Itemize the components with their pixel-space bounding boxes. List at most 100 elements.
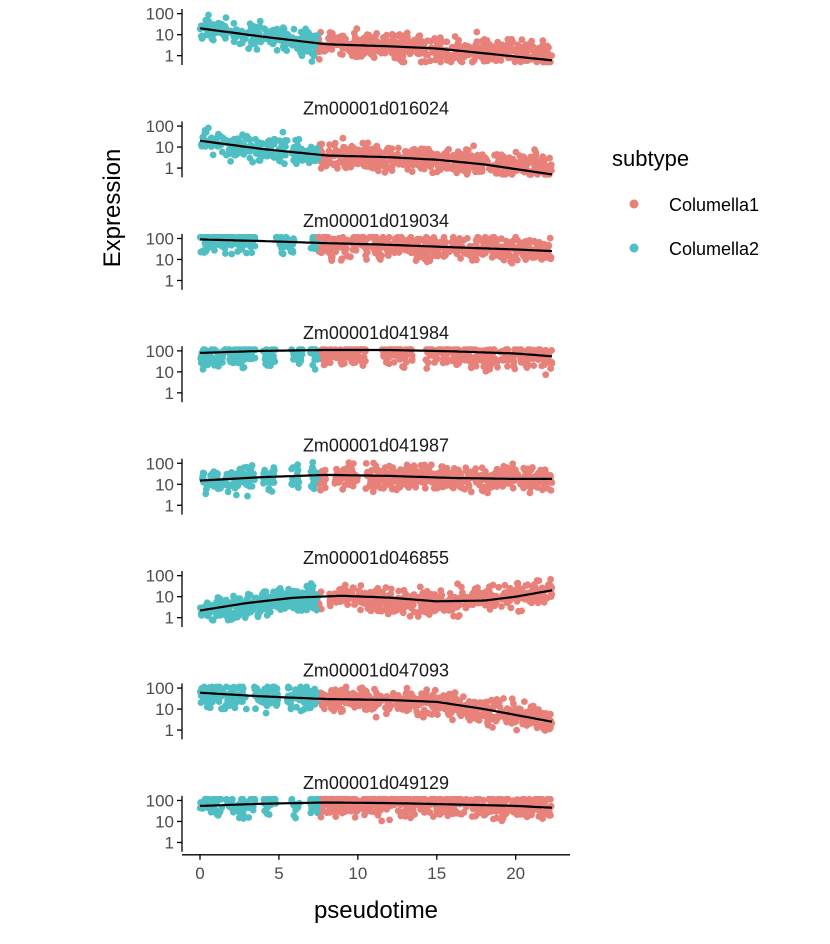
point-columella1	[433, 40, 441, 48]
point-columella1	[363, 256, 370, 263]
point-columella1	[356, 685, 364, 693]
point-columella1	[451, 33, 459, 40]
point-columella1	[486, 484, 494, 492]
point-columella2	[257, 698, 264, 705]
point-columella1	[334, 598, 341, 605]
point-columella1	[455, 236, 463, 244]
point-columella1	[357, 606, 364, 614]
point-columella1	[539, 37, 547, 44]
point-columella2	[260, 588, 268, 595]
point-columella1	[500, 256, 508, 264]
point-columella2	[227, 233, 235, 241]
y-tick-label: 10	[155, 26, 174, 45]
y-tick-label: 10	[155, 700, 174, 719]
scatter-points	[196, 233, 555, 267]
point-columella1	[507, 604, 515, 612]
point-columella2	[197, 248, 205, 256]
point-columella2	[270, 683, 278, 691]
point-columella1	[349, 468, 356, 476]
point-columella1	[518, 476, 526, 484]
point-columella2	[261, 25, 269, 33]
point-columella1	[535, 238, 543, 246]
point-columella1	[501, 469, 509, 477]
point-columella1	[385, 150, 393, 158]
point-columella1	[372, 713, 380, 721]
point-columella1	[520, 238, 528, 246]
point-columella1	[443, 694, 451, 702]
point-columella1	[399, 52, 407, 60]
point-columella1	[451, 689, 459, 697]
point-columella1	[446, 51, 454, 59]
point-columella1	[370, 48, 378, 56]
point-columella2	[311, 35, 319, 43]
point-columella1	[532, 151, 540, 159]
point-columella2	[202, 354, 210, 362]
point-columella1	[341, 144, 348, 151]
point-columella2	[226, 482, 234, 490]
point-columella1	[361, 157, 369, 165]
point-columella1	[401, 354, 408, 361]
point-columella2	[282, 241, 290, 249]
point-columella2	[295, 360, 303, 367]
point-columella1	[329, 242, 336, 250]
point-columella2	[234, 613, 242, 621]
point-columella1	[525, 469, 532, 476]
point-columella1	[440, 50, 448, 58]
point-columella1	[396, 31, 404, 38]
point-columella1	[496, 703, 504, 711]
point-columella2	[203, 703, 211, 711]
scatter-points	[196, 576, 556, 624]
point-columella1	[380, 34, 387, 41]
point-columella1	[318, 140, 326, 148]
point-columella2	[244, 492, 251, 500]
point-columella2	[235, 149, 243, 157]
point-columella2	[235, 137, 243, 145]
point-columella1	[505, 154, 513, 162]
point-columella1	[542, 346, 550, 354]
point-columella1	[547, 576, 554, 583]
point-columella1	[436, 604, 444, 612]
point-columella1	[536, 596, 544, 604]
point-columella1	[463, 171, 471, 178]
point-columella2	[309, 459, 317, 466]
point-columella1	[335, 234, 343, 242]
point-columella1	[469, 58, 476, 66]
point-columella2	[243, 481, 251, 489]
point-columella1	[454, 613, 462, 621]
point-columella2	[262, 709, 270, 717]
point-columella1	[484, 158, 491, 166]
point-columella1	[454, 148, 462, 156]
point-columella2	[273, 603, 281, 611]
point-columella2	[227, 241, 235, 249]
point-columella1	[383, 164, 390, 172]
point-columella2	[294, 155, 302, 162]
point-columella1	[548, 167, 555, 175]
point-columella1	[384, 350, 392, 357]
point-columella1	[510, 700, 517, 708]
point-columella2	[246, 20, 254, 28]
point-columella2	[239, 36, 247, 43]
point-columella2	[198, 685, 206, 692]
y-tick-label: 100	[146, 342, 174, 361]
point-columella1	[540, 251, 548, 258]
point-columella1	[503, 249, 510, 257]
point-columella2	[277, 29, 284, 36]
point-columella1	[403, 707, 411, 715]
point-columella2	[273, 46, 281, 54]
facet-title: Zm00001d046855	[303, 548, 449, 568]
point-columella2	[309, 361, 317, 369]
point-columella1	[493, 465, 501, 473]
point-columella2	[245, 45, 253, 52]
point-columella2	[201, 22, 209, 29]
point-columella2	[252, 594, 260, 602]
point-columella1	[427, 461, 435, 469]
point-columella1	[473, 28, 481, 36]
point-columella1	[523, 158, 530, 165]
point-columella2	[243, 463, 251, 471]
point-columella2	[252, 705, 259, 713]
